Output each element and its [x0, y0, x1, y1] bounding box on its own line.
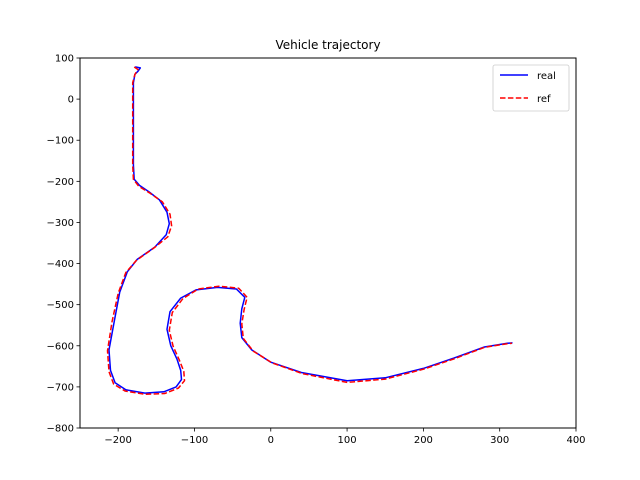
x-tick-label: 100: [338, 435, 357, 446]
legend-box: [492, 64, 570, 112]
plot-area: [106, 66, 513, 396]
y-tick-label: −400: [47, 259, 74, 270]
legend-label-real: real: [537, 71, 556, 82]
y-tick-label: −200: [47, 177, 74, 188]
legend: real ref: [492, 64, 570, 112]
x-tick-label: 400: [566, 435, 585, 446]
y-tick-label: −600: [47, 341, 74, 352]
legend-label-ref: ref: [537, 94, 551, 105]
y-tick-label: −800: [47, 424, 74, 435]
axes-frame: [79, 57, 577, 429]
x-tick-label: −200: [104, 435, 131, 446]
y-tick-label: −100: [47, 136, 74, 147]
chart-title: Vehicle trajectory: [275, 38, 380, 52]
x-tick-label: 200: [414, 435, 433, 446]
y-tick-label: −700: [47, 382, 74, 393]
y-tick-label: 100: [55, 54, 74, 65]
y-tick-label: 0: [68, 95, 74, 106]
x-axis: −200 −100 0 100 200 300 400: [104, 428, 586, 446]
y-tick-label: −500: [47, 300, 74, 311]
x-tick-label: 300: [490, 435, 509, 446]
y-tick-label: −300: [47, 218, 74, 229]
series-line-ref: [106, 66, 512, 396]
x-tick-label: 0: [268, 435, 274, 446]
y-axis: 100 0 −100 −200 −300 −400 −500 −600 −700 −800: [47, 54, 80, 435]
x-tick-label: −100: [181, 435, 208, 446]
